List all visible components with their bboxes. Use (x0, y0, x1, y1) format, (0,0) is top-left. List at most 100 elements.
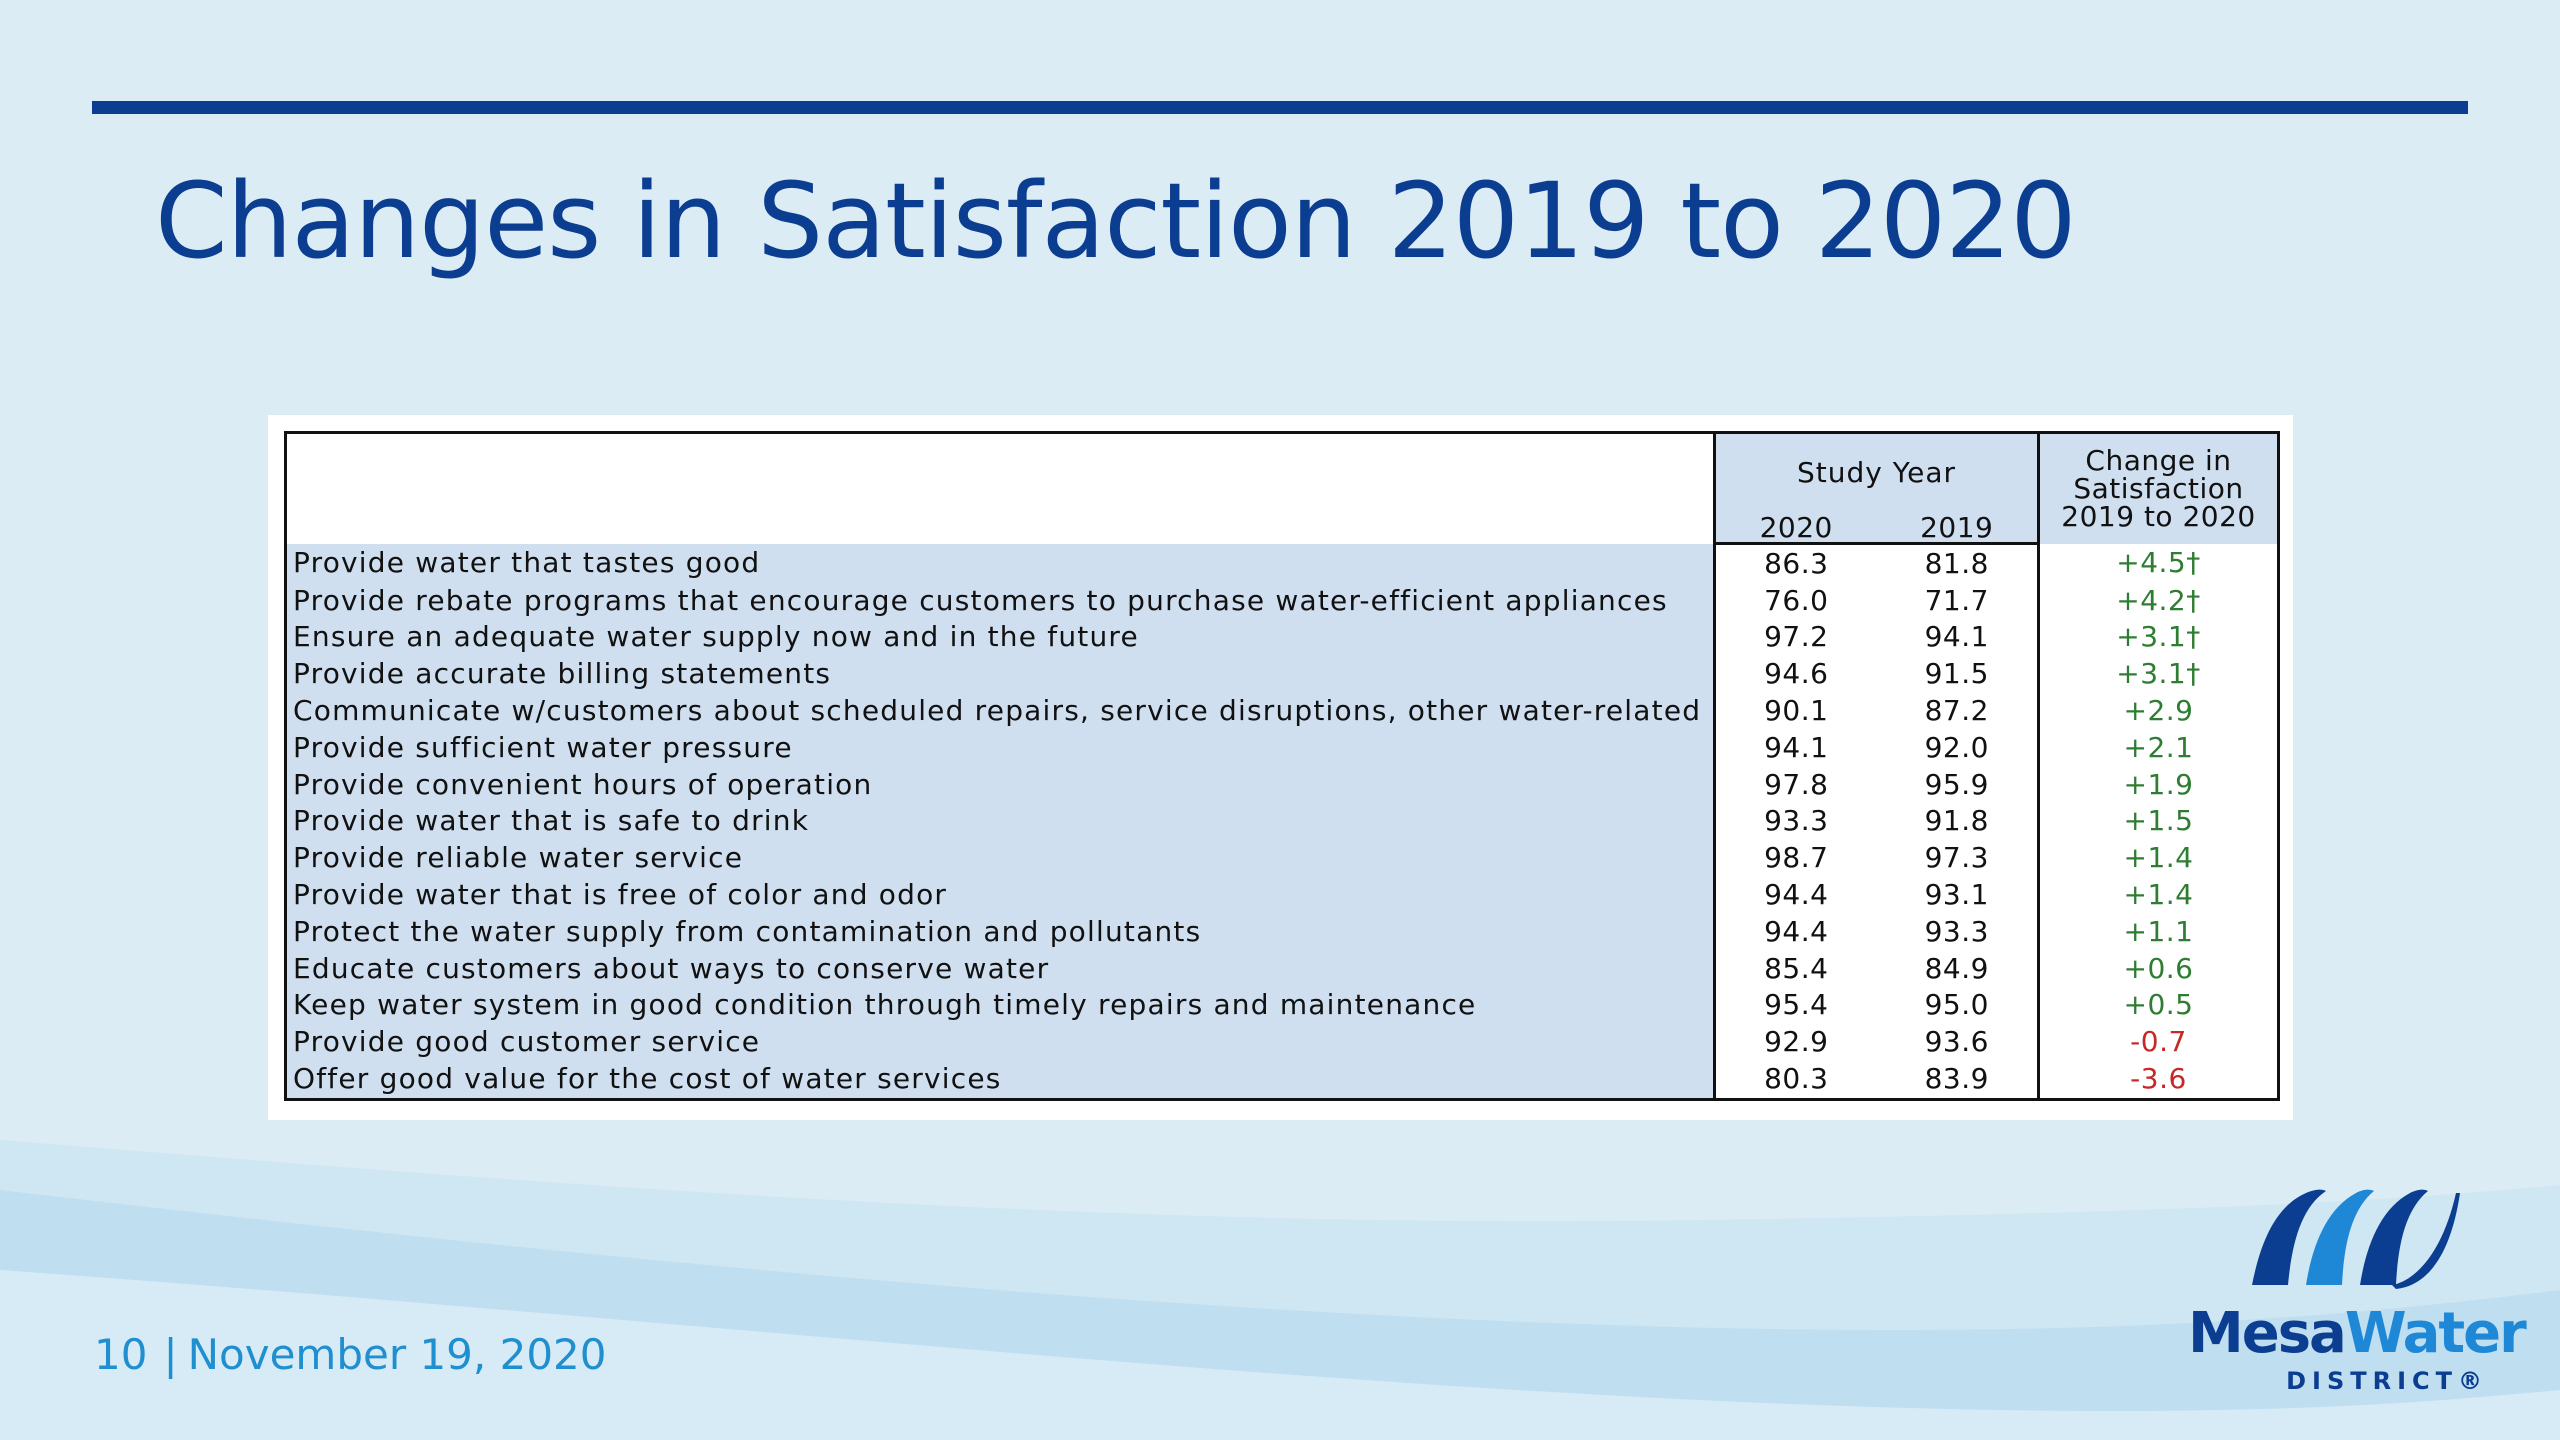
change-value: +0.6 (2037, 950, 2279, 988)
value-2020: 94.6 (1714, 655, 1877, 693)
row-label: Offer good value for the cost of water s… (285, 1060, 1716, 1100)
value-2019: 91.5 (1876, 655, 2039, 693)
table-row: Provide good customer service 92.9 93.6 -0.… (285, 1023, 2279, 1061)
value-2020: 97.2 (1714, 619, 1877, 656)
table-card: Study Year Change in Satisfaction 2019 t… (268, 415, 2293, 1120)
table-row: Provide water that is free of color and … (285, 876, 2279, 914)
value-2020: 95.4 (1714, 987, 1877, 1024)
footer-separator: | (163, 1330, 178, 1379)
mesa-water-logo: MesaWater DISTRICT® (2188, 1185, 2527, 1395)
row-label: Provide convenient hours of operation (285, 766, 1716, 804)
value-2020: 76.0 (1714, 582, 1877, 620)
row-label: Educate customers about ways to conserve… (285, 950, 1716, 988)
mesa-water-wave-icon (2252, 1189, 2460, 1289)
value-2020: 80.3 (1714, 1060, 1877, 1100)
change-header-line: Satisfaction (2073, 471, 2244, 505)
change-value: +1.5 (2037, 803, 2279, 840)
change-value: +3.1† (2037, 619, 2279, 656)
change-value: +1.1 (2037, 913, 2279, 951)
value-2019: 92.0 (1876, 729, 2039, 767)
value-2020: 90.1 (1714, 692, 1877, 730)
logo-name-water: Water (2344, 1301, 2527, 1366)
change-value: +2.1 (2037, 729, 2279, 767)
change-value: +4.5† (2037, 543, 2279, 583)
footer-date: November 19, 2020 (187, 1330, 607, 1379)
table-row: Provide accurate billing statements 94.6 9… (285, 655, 2279, 693)
satisfaction-table: Study Year Change in Satisfaction 2019 t… (284, 431, 2280, 1101)
value-2020: 94.1 (1714, 729, 1877, 767)
table-row: Keep water system in good condition thro… (285, 987, 2279, 1024)
row-label: Provide water that is safe to drink (285, 803, 1716, 840)
value-2020: 92.9 (1714, 1023, 1877, 1061)
value-2019: 93.3 (1876, 913, 2039, 951)
value-2020: 93.3 (1714, 803, 1877, 840)
row-label: Ensure an adequate water supply now and … (285, 619, 1716, 656)
year-2019-header: 2019 (1876, 512, 2039, 545)
value-2020: 98.7 (1714, 839, 1877, 877)
change-value: +1.9 (2037, 766, 2279, 804)
row-label: Communicate w/customers about scheduled … (285, 692, 1716, 730)
table-row: Educate customers about ways to conserve… (285, 950, 2279, 988)
row-label: Keep water system in good condition thro… (285, 987, 1716, 1024)
value-2019: 93.1 (1876, 876, 2039, 914)
slide-title: Changes in Satisfaction 2019 to 2020 (155, 160, 2077, 282)
value-2019: 84.9 (1876, 950, 2039, 988)
change-value: +2.9 (2037, 692, 2279, 730)
change-header-line: 2019 to 2020 (2061, 499, 2256, 533)
row-label: Provide good customer service (285, 1023, 1716, 1061)
value-2020: 86.3 (1714, 543, 1877, 583)
header-row-years: 2020 2019 (286, 512, 2279, 545)
top-rule (92, 101, 2468, 114)
value-2019: 93.6 (1876, 1023, 2039, 1061)
table-row: Offer good value for the cost of water s… (285, 1060, 2279, 1100)
row-label: Provide reliable water service (285, 839, 1716, 877)
table-row: Provide sufficient water pressure 94.1 92.… (285, 729, 2279, 767)
value-2020: 94.4 (1714, 876, 1877, 914)
change-value: -3.6 (2037, 1060, 2279, 1100)
value-2019: 97.3 (1876, 839, 2039, 877)
value-2020: 94.4 (1714, 913, 1877, 951)
table-body: Provide water that tastes good 86.3 81.8 +4… (285, 543, 2279, 1100)
page-number: 10 (94, 1330, 148, 1379)
table-row: Provide rebate programs that encourage c… (285, 582, 2279, 620)
change-header-line: Change in (2085, 443, 2232, 477)
change-value: +4.2† (2037, 582, 2279, 620)
table-row: Ensure an adequate water supply now and … (285, 619, 2279, 656)
study-year-header: Study Year (1714, 432, 2039, 512)
table-row: Provide water that tastes good 86.3 81.8 +4… (285, 543, 2279, 583)
row-label: Protect the water supply from contaminat… (285, 913, 1716, 951)
value-2019: 91.8 (1876, 803, 2039, 840)
header-row-top: Study Year Change in Satisfaction 2019 t… (285, 432, 2279, 544)
value-2019: 94.1 (1876, 619, 2039, 656)
value-2019: 81.8 (1876, 543, 2039, 583)
logo-name-mesa: Mesa (2188, 1301, 2347, 1366)
change-value: +3.1† (2037, 655, 2279, 693)
value-2020: 85.4 (1714, 950, 1877, 988)
change-value: +1.4 (2037, 839, 2279, 877)
logo-wordmark: MesaWater (2188, 1301, 2527, 1366)
row-label: Provide water that tastes good (285, 543, 1716, 583)
row-label: Provide accurate billing statements (285, 655, 1716, 693)
change-value: +1.4 (2037, 876, 2279, 914)
change-header: Change in Satisfaction 2019 to 2020 (2037, 432, 2279, 544)
logo-subtitle: DISTRICT® (2286, 1367, 2488, 1395)
table-row: Protect the water supply from contaminat… (285, 913, 2279, 951)
value-2019: 71.7 (1876, 582, 2039, 620)
table-row: Provide convenient hours of operation 97.… (285, 766, 2279, 804)
table-row: Provide reliable water service 98.7 97.3 +1… (285, 839, 2279, 877)
change-value: +0.5 (2037, 987, 2279, 1024)
table-row: Provide water that is safe to drink 93.3 9… (285, 803, 2279, 840)
row-label: Provide rebate programs that encourage c… (285, 582, 1716, 620)
value-2020: 97.8 (1714, 766, 1877, 804)
value-2019: 95.9 (1876, 766, 2039, 804)
row-label: Provide sufficient water pressure (285, 729, 1716, 767)
change-value: -0.7 (2037, 1023, 2279, 1061)
table-row: Communicate w/customers about scheduled … (285, 692, 2279, 730)
value-2019: 83.9 (1876, 1060, 2039, 1100)
footer: 10 | November 19, 2020 (94, 1330, 606, 1379)
value-2019: 87.2 (1876, 692, 2039, 730)
row-label: Provide water that is free of color and … (285, 876, 1716, 914)
value-2019: 95.0 (1876, 987, 2039, 1024)
empty-header-cell (285, 432, 1716, 544)
